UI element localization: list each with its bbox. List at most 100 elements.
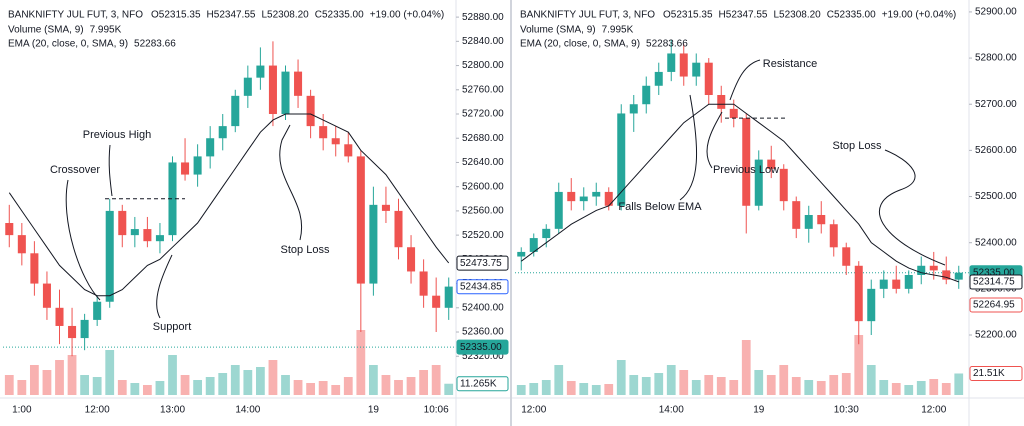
candle-body [729,108,738,119]
volume-bar [180,375,190,395]
y-tick-label: 52640.00 [462,157,504,168]
volume-bar [168,355,177,395]
candle-body [679,53,688,77]
quote: L52308.20 [261,10,309,21]
candle-body [206,138,215,157]
x-tick-label: 10:06 [424,405,449,416]
legend-name: Volume (SMA, 9) [520,25,596,36]
candle-body [444,286,453,308]
candle-body [854,265,863,322]
candle-body [792,201,801,229]
quote: C52335.00 [315,10,364,21]
candle-body [155,235,164,242]
y-tick-label: 52200.00 [975,330,1017,341]
volume-bar [130,383,140,395]
volume-bar [629,375,639,395]
volume-bar [916,381,926,395]
volume-bar [816,381,826,395]
volume-bar [941,383,951,395]
y-tick-label: 52800.00 [975,53,1017,64]
chart-panel: 52900.00 52800.00 52700.00 52600.00 52500.00… [512,0,1024,426]
x-tick-label: 19 [753,405,765,416]
candle-body [394,210,403,248]
candle-body [319,126,328,139]
volume-bar [704,375,714,395]
y-tick-label: 52400.00 [462,302,504,313]
volume-bar [356,330,366,395]
x-tick-label: 14:00 [659,405,684,416]
legend-value: 52283.66 [646,39,688,50]
volume-bar [841,373,851,395]
volume-bar [679,370,689,395]
volume-bar [766,375,776,395]
chart-panel: 52880.00 52840.00 52800.00 52760.00 52720.00… [0,0,510,426]
candle-body [754,159,763,206]
quote: H52347.55 [719,10,768,21]
y-tick-label: 52320.00 [462,351,504,362]
x-tick-label: 1:00 [12,405,32,416]
volume-bar [343,377,353,395]
volume-bar [306,383,316,395]
annotation-arrow [706,111,723,169]
x-tick-label: 10:30 [834,405,859,416]
volume-bar [230,365,240,395]
price-badge-label: 21.51K [973,368,1005,379]
price-badge-label: 52264.95 [973,300,1015,311]
quote: +19.00 (+0.04%) [882,10,957,21]
volume-bar [754,370,764,395]
legend-value: 7.995K [90,25,122,36]
volume-bar [80,375,90,395]
y-tick-label: 52360.00 [462,327,504,338]
candle-body [704,62,713,95]
y-tick-label: 52680.00 [462,133,504,144]
candle-body [294,71,303,96]
candle-body [954,272,963,280]
volume-bar [854,335,864,395]
candle-body [529,238,538,252]
candle-body [80,319,89,339]
candle-body [542,228,551,239]
y-tick-label: 52600.00 [462,181,504,192]
volume-bar [654,373,664,395]
volume-bar [394,380,403,395]
candle-body [517,251,526,257]
candle-body [30,253,39,284]
volume-bar [205,377,215,395]
volume-bar [444,383,454,395]
volume-bar [419,370,429,395]
price-badge-label: 52473.75 [460,258,502,269]
x-tick-label: 14:00 [235,405,260,416]
price-badge [969,274,1023,290]
volume-bar [954,373,964,395]
candle-body [767,159,776,169]
volume-bar [529,383,539,395]
volume-bar [904,385,914,395]
volume-bar [554,365,564,395]
volume-bar [541,380,551,395]
candle-body [268,65,277,115]
volume-bar [281,375,290,395]
candle-body [55,307,64,326]
candle-body [917,265,926,275]
annotation: Previous Low [713,164,779,176]
y-tick-label: 52560.00 [462,206,504,217]
y-tick-label: 52800.00 [462,60,504,71]
candle-body [829,224,838,248]
candle-body [306,95,315,127]
y-tick-label: 52520.00 [462,230,504,241]
candle-body [779,168,788,202]
annotation-arrow [679,94,697,201]
candle-body [231,95,240,127]
price-badge [456,339,509,355]
y-tick-label: 52840.00 [462,36,504,47]
annotation-arrow [65,179,101,301]
candle-body [218,126,227,139]
price-badge [456,255,509,271]
legend-name: Volume (SMA, 9) [8,25,84,36]
candle-body [5,223,14,236]
annotation: Crossover [50,164,100,176]
candle-body [667,53,676,72]
candle-body [742,118,751,206]
quote: O52315.35 [151,10,201,21]
x-tick-label: 13:00 [160,405,185,416]
